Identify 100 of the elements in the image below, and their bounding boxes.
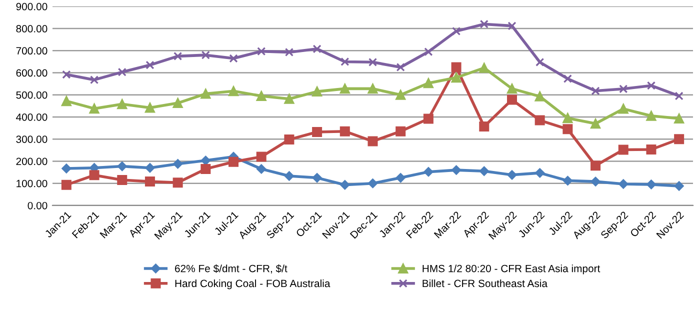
point <box>61 96 72 106</box>
point <box>89 104 100 114</box>
point <box>340 126 350 136</box>
y-tick-label: 700.00 <box>16 47 48 55</box>
point <box>674 114 684 124</box>
point <box>118 68 126 76</box>
point <box>534 91 545 102</box>
point <box>479 121 490 132</box>
point <box>256 164 266 174</box>
point <box>396 90 406 100</box>
point <box>562 113 573 124</box>
point <box>89 170 100 180</box>
point <box>145 163 155 173</box>
point <box>591 86 600 96</box>
point <box>506 94 517 105</box>
point <box>563 74 572 84</box>
legend-label: HMS 1/2 80:20 - CFR East Asia import <box>422 264 600 274</box>
y-tick-label: 900.00 <box>16 2 48 10</box>
point <box>117 162 127 172</box>
point <box>172 178 183 188</box>
point <box>90 76 99 84</box>
point <box>506 84 517 94</box>
point <box>312 86 322 97</box>
point <box>284 48 294 56</box>
point <box>200 164 211 174</box>
point <box>536 58 544 66</box>
point <box>200 156 210 166</box>
point <box>368 58 378 66</box>
point <box>479 166 489 176</box>
point <box>590 118 601 129</box>
point <box>479 62 490 73</box>
point <box>200 88 211 99</box>
point <box>590 176 600 186</box>
point <box>646 144 656 154</box>
point <box>451 62 462 72</box>
point <box>228 156 239 167</box>
point <box>173 159 183 169</box>
point <box>674 181 684 191</box>
point <box>646 180 656 190</box>
y-tick-label: 400.00 <box>16 113 48 121</box>
point <box>229 54 238 63</box>
point <box>368 136 378 146</box>
point <box>451 72 462 83</box>
point <box>396 173 406 183</box>
y-tick-label: 300.00 <box>16 136 48 143</box>
point <box>424 47 433 56</box>
point <box>368 178 378 188</box>
y-tick-label: 100.00 <box>16 180 48 188</box>
point <box>144 176 155 187</box>
y-tick-label: 200.00 <box>16 158 48 166</box>
point <box>646 110 656 121</box>
point <box>312 44 322 54</box>
point <box>284 94 294 104</box>
point <box>340 180 350 190</box>
point <box>618 144 628 155</box>
point <box>257 47 266 56</box>
point <box>618 104 628 114</box>
point <box>284 171 294 181</box>
point <box>201 50 210 60</box>
point <box>117 175 128 186</box>
point <box>674 134 684 144</box>
point <box>340 57 350 66</box>
point <box>284 134 294 145</box>
y-tick-label: 500.00 <box>16 91 48 99</box>
point <box>480 20 488 28</box>
point <box>562 124 573 134</box>
point <box>228 86 239 96</box>
point <box>172 98 183 108</box>
y-tick-label: 800.00 <box>16 25 48 32</box>
point <box>508 22 516 30</box>
point <box>396 62 405 72</box>
point <box>423 114 434 124</box>
point <box>144 102 155 113</box>
point <box>619 84 628 94</box>
point <box>256 152 266 162</box>
point <box>340 84 350 94</box>
point <box>312 173 322 183</box>
point <box>174 52 182 60</box>
point <box>368 84 378 94</box>
y-tick-label: 0.00 <box>28 202 48 210</box>
point <box>423 78 434 88</box>
legend-label: 62% Fe $/dmt - CFR, $/t <box>175 264 288 274</box>
point <box>62 70 71 79</box>
point <box>117 99 128 110</box>
point <box>424 167 434 177</box>
point <box>62 164 72 174</box>
legend-label: Hard Coking Coal - FOB Australia <box>175 279 330 290</box>
point <box>452 165 462 175</box>
legend-label: Billet - CFR Southeast Asia <box>422 279 548 288</box>
point <box>452 26 461 36</box>
point <box>256 90 266 101</box>
point <box>618 179 628 189</box>
point <box>507 170 517 180</box>
point <box>312 127 322 138</box>
point <box>396 126 406 136</box>
point <box>646 81 656 90</box>
y-tick-label: 600.00 <box>16 69 48 77</box>
point <box>534 115 545 126</box>
point <box>146 60 154 70</box>
point <box>674 92 684 100</box>
